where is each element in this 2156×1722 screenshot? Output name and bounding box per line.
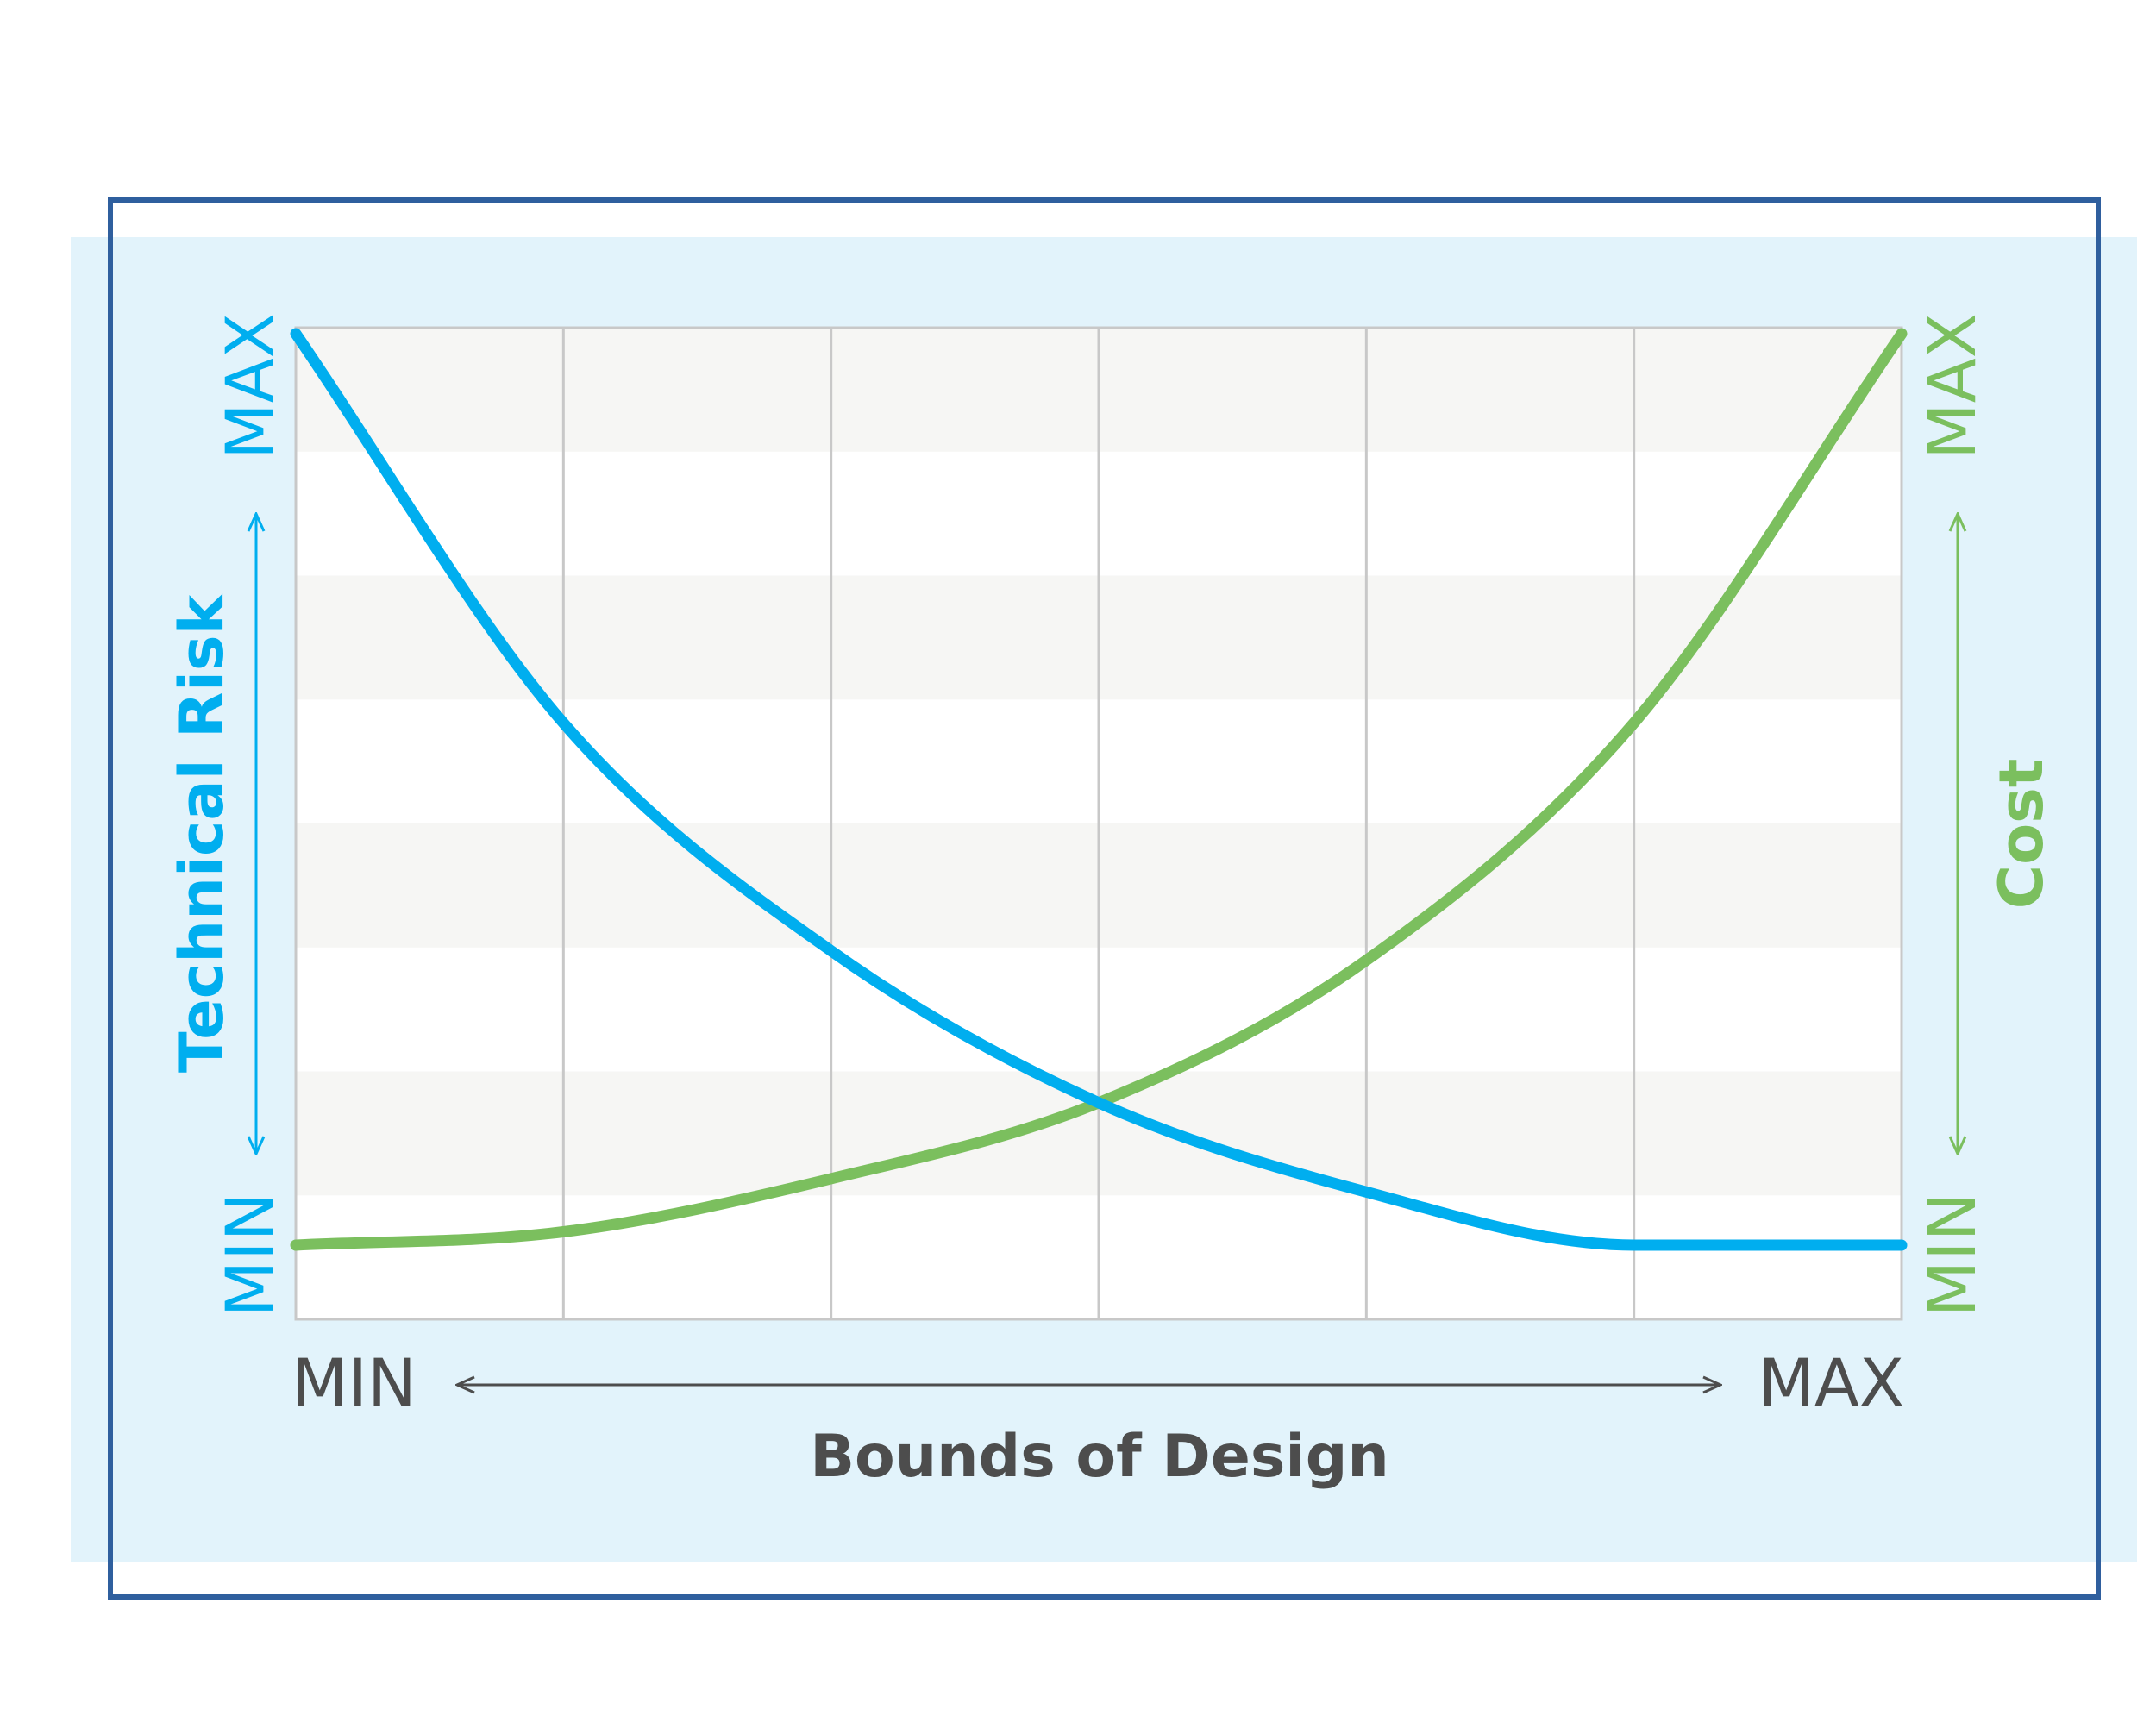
left-axis-min-label: MIN — [211, 1193, 288, 1318]
plot-border — [294, 326, 1903, 1321]
series-layer — [290, 328, 1908, 1251]
outer-frame — [108, 197, 2101, 1600]
cost-line — [290, 328, 1908, 1251]
gridlines — [561, 328, 1636, 1319]
x-axis-title: Bounds of Design — [810, 1423, 1389, 1491]
left-axis-label: Technical Risk — [166, 593, 237, 1073]
left-axis-max-label: MAX — [211, 313, 288, 460]
technical-risk-line — [290, 328, 1908, 1251]
x-axis-min-label: MIN — [291, 1344, 417, 1421]
x-axis-max-label: MAX — [1758, 1344, 1904, 1421]
right-axis-max-label: MAX — [1914, 313, 1990, 460]
right-axis-label: Cost — [1986, 759, 2057, 910]
right-axis-min-label: MIN — [1914, 1193, 1990, 1318]
